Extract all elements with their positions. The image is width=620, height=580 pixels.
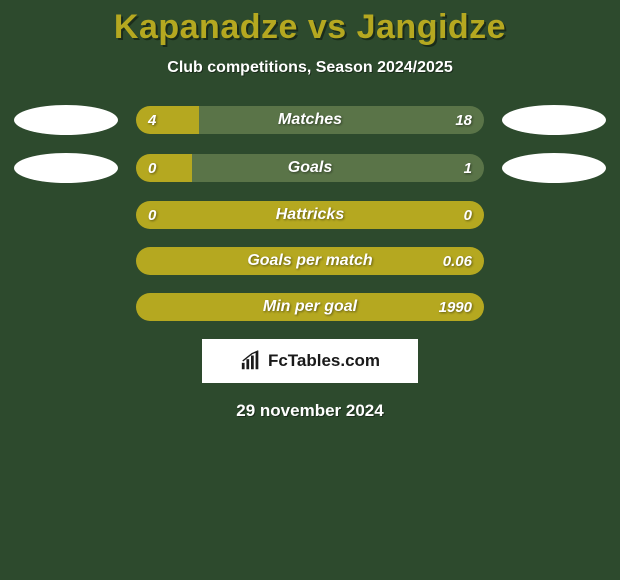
stat-label: Matches [136,106,484,134]
stat-row: Goals per match0.06 [0,247,620,275]
stat-rows: Matches418Goals01Hattricks00Goals per ma… [0,105,620,321]
stat-label: Goals [136,154,484,182]
stat-value-right: 18 [455,106,472,134]
stat-row: Min per goal1990 [0,293,620,321]
stat-value-right: 0.06 [443,247,472,275]
stat-value-right: 1990 [439,293,472,321]
stat-bar: Min per goal1990 [136,293,484,321]
stat-bar: Matches4 18 [136,106,484,134]
stat-label: Goals per match [136,247,484,275]
stat-value-left: 0 [148,201,156,229]
stat-value-right: 1 [464,154,472,182]
subtitle: Club competitions, Season 2024/2025 [0,59,620,77]
stat-value-left: 4 [148,106,156,134]
stat-row: Hattricks0 0 [0,201,620,229]
stat-row: Matches4 18 [0,105,620,135]
stat-bar: Goals0 1 [136,154,484,182]
chart-icon [240,350,262,372]
brand-text: FcTables.com [268,351,380,371]
player-left-ellipse [14,153,118,183]
player-right-ellipse [502,153,606,183]
brand-badge: FcTables.com [202,339,418,383]
page-title: Kapanadze vs Jangidze [0,8,620,47]
stat-label: Min per goal [136,293,484,321]
stat-value-left: 0 [148,154,156,182]
stat-bar: Goals per match0.06 [136,247,484,275]
stat-row: Goals0 1 [0,153,620,183]
stat-value-right: 0 [464,201,472,229]
stat-bar: Hattricks0 0 [136,201,484,229]
player-left-ellipse [14,105,118,135]
player-right-ellipse [502,105,606,135]
stat-label: Hattricks [136,201,484,229]
comparison-container: Kapanadze vs Jangidze Club competitions,… [0,0,620,421]
date-line: 29 november 2024 [0,401,620,421]
